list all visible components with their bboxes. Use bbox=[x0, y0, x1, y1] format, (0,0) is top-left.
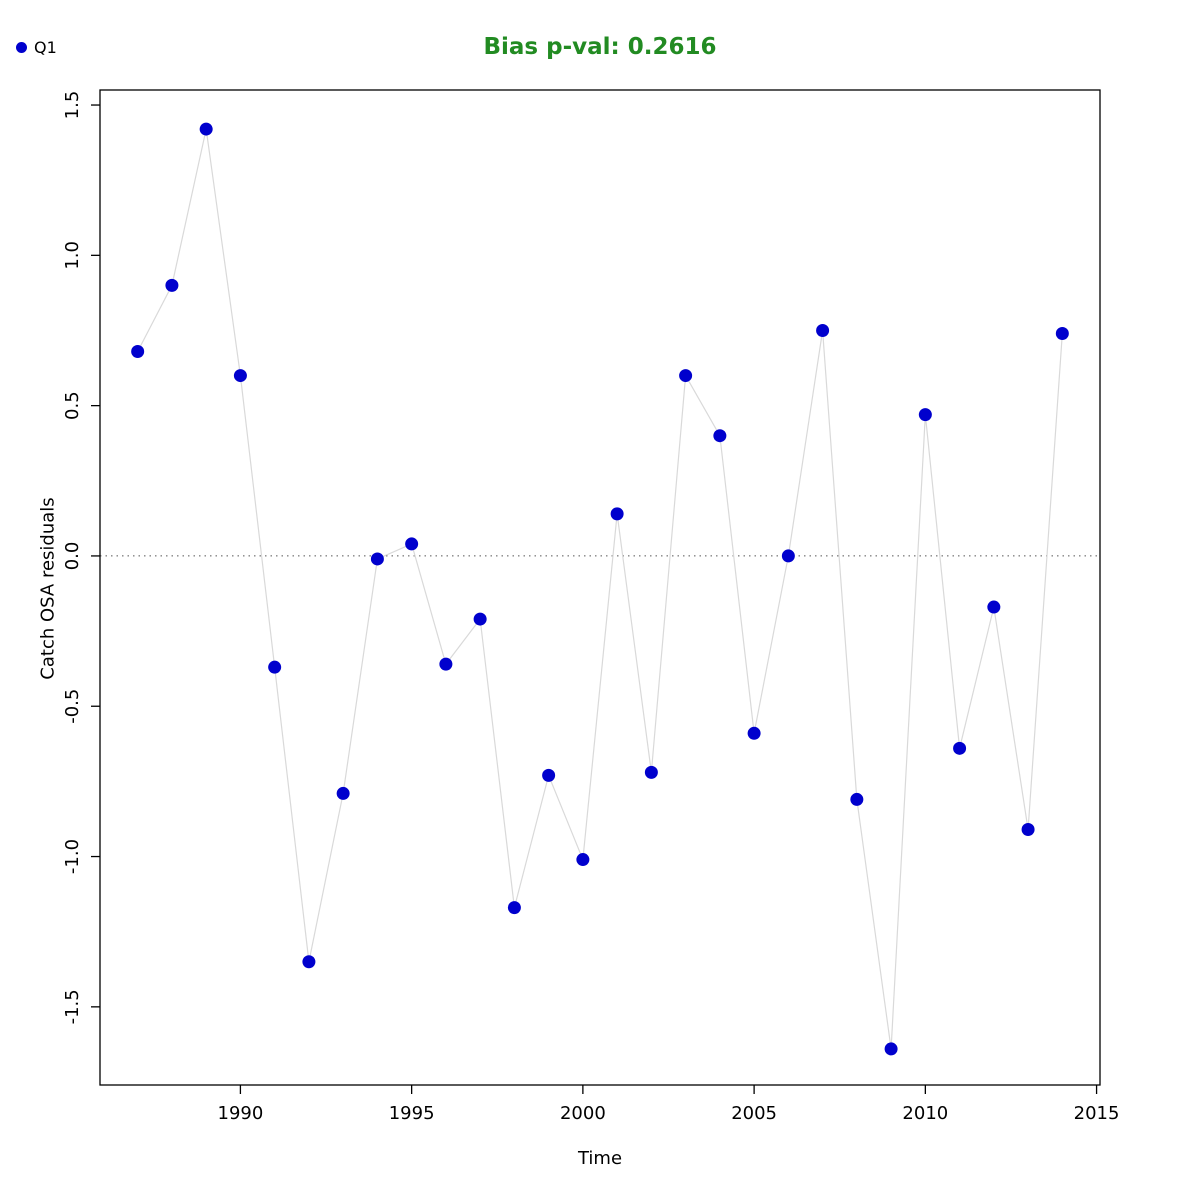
y-tick-label: 0.0 bbox=[62, 542, 83, 571]
y-tick-label: 1.5 bbox=[62, 91, 83, 120]
data-point bbox=[131, 345, 145, 359]
x-tick-label: 1990 bbox=[218, 1103, 264, 1124]
data-point bbox=[233, 369, 247, 383]
x-tick-label: 2010 bbox=[902, 1103, 948, 1124]
data-point bbox=[679, 369, 693, 383]
y-tick-label: 0.5 bbox=[62, 391, 83, 420]
data-point bbox=[405, 537, 419, 551]
y-tick-label: -1.0 bbox=[62, 839, 83, 874]
data-point bbox=[268, 660, 282, 674]
data-point bbox=[302, 955, 316, 969]
legend: Q1 bbox=[16, 38, 57, 57]
data-point bbox=[165, 278, 179, 292]
data-point bbox=[576, 853, 590, 867]
x-tick-label: 2015 bbox=[1074, 1103, 1120, 1124]
data-point bbox=[1055, 326, 1069, 340]
data-point bbox=[918, 408, 932, 422]
y-axis-label: Catch OSA residuals bbox=[37, 497, 59, 680]
data-point bbox=[987, 600, 1001, 614]
data-point bbox=[439, 657, 453, 671]
data-point bbox=[644, 765, 658, 779]
x-tick-label: 1995 bbox=[389, 1103, 435, 1124]
data-point bbox=[713, 429, 727, 443]
y-tick-label: -0.5 bbox=[62, 689, 83, 724]
data-point bbox=[199, 122, 213, 136]
chart-title: Bias p-val: 0.2616 bbox=[483, 34, 717, 60]
data-point bbox=[747, 726, 761, 740]
x-axis-label: Time bbox=[577, 1148, 623, 1169]
data-point bbox=[816, 323, 830, 337]
data-point bbox=[336, 786, 350, 800]
data-point bbox=[610, 507, 624, 521]
data-point bbox=[542, 768, 556, 782]
data-point bbox=[1021, 822, 1035, 836]
data-point bbox=[473, 612, 487, 626]
data-point bbox=[884, 1042, 898, 1056]
data-point bbox=[781, 549, 795, 563]
y-tick-label: 1.0 bbox=[62, 241, 83, 270]
legend-marker-icon bbox=[16, 42, 27, 53]
series-connector-line bbox=[137, 128, 1063, 1050]
data-point bbox=[507, 901, 521, 915]
data-point bbox=[953, 741, 967, 755]
x-tick-label: 2000 bbox=[560, 1103, 606, 1124]
y-tick-label: -1.5 bbox=[62, 989, 83, 1024]
data-point bbox=[850, 792, 864, 806]
x-tick-label: 2005 bbox=[731, 1103, 777, 1124]
plot-border bbox=[99, 89, 1101, 1086]
legend-label: Q1 bbox=[34, 38, 57, 57]
data-point bbox=[370, 552, 384, 566]
